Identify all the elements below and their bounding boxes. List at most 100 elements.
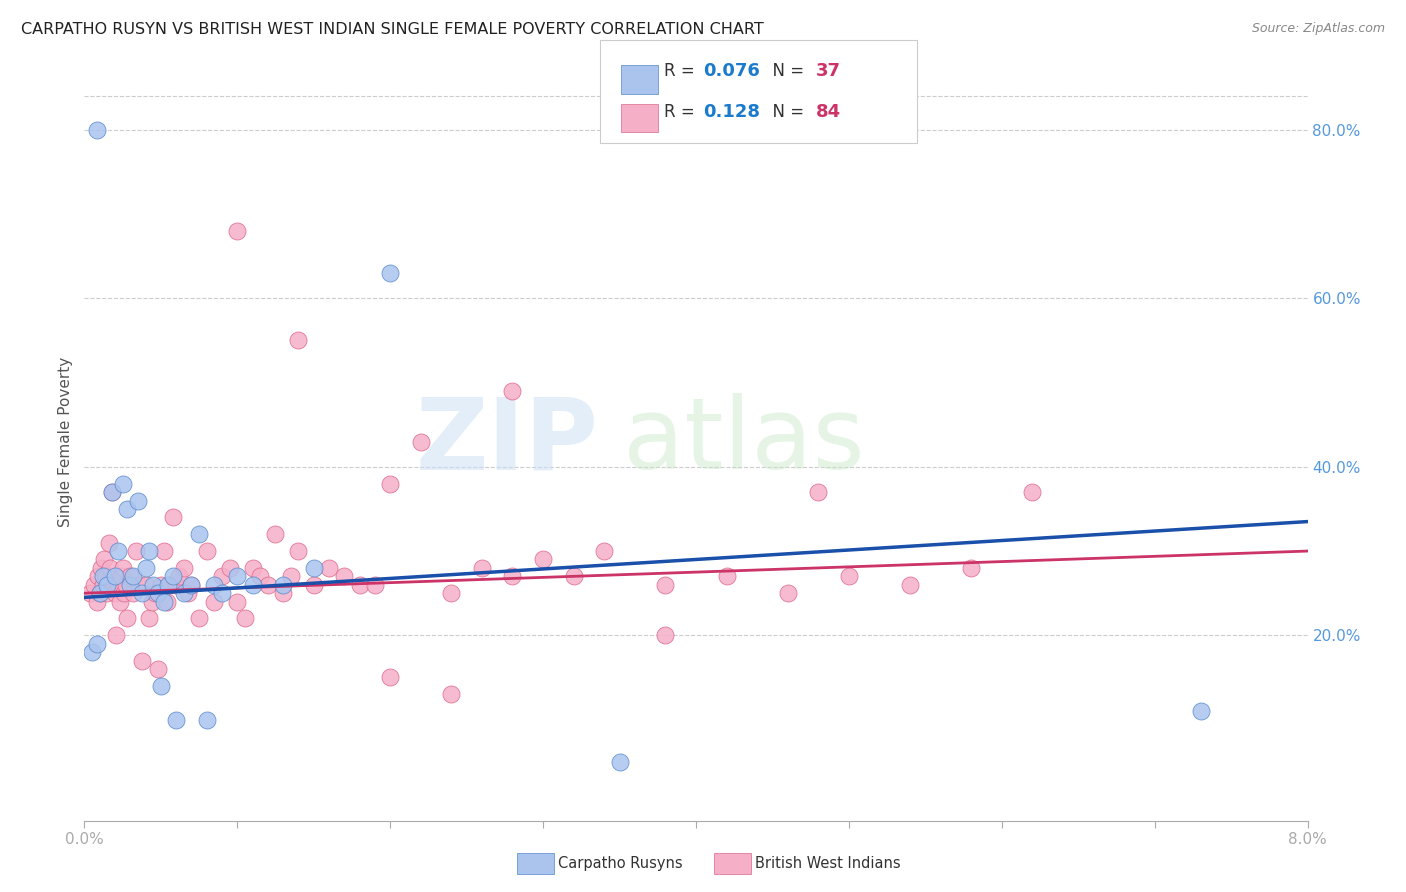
Point (104, 586, 127, 600)
Point (162, 569, 184, 583)
Point (211, 586, 233, 600)
Text: 0.076: 0.076 (703, 62, 759, 79)
Point (593, 544, 616, 558)
Point (143, 586, 166, 600)
Point (105, 628, 128, 642)
Point (838, 569, 860, 583)
Point (609, 755, 631, 769)
Point (83, 578, 105, 592)
Point (471, 561, 494, 575)
Point (80, 645, 103, 659)
Point (531, 552, 554, 566)
Point (716, 569, 738, 583)
Point (960, 561, 983, 575)
Point (111, 476, 134, 491)
Point (409, 434, 432, 449)
Point (162, 510, 184, 524)
Point (98, 561, 121, 575)
Point (333, 569, 356, 583)
Point (440, 687, 463, 701)
Point (115, 502, 138, 516)
Point (146, 586, 169, 600)
Y-axis label: Single Female Poverty: Single Female Poverty (58, 357, 73, 526)
Point (149, 578, 172, 592)
Point (107, 578, 129, 592)
Text: Carpatho Rusyns: Carpatho Rusyns (558, 856, 683, 871)
Point (93, 552, 115, 566)
Point (122, 569, 145, 583)
Point (146, 662, 169, 676)
Point (165, 578, 187, 592)
Point (87, 569, 110, 583)
Point (157, 578, 180, 592)
Point (131, 586, 153, 600)
Point (107, 544, 129, 558)
Point (195, 713, 218, 727)
Point (138, 544, 160, 558)
Text: R =: R = (664, 62, 700, 79)
Text: N =: N = (762, 103, 810, 121)
Text: 84: 84 (815, 103, 841, 121)
Point (440, 586, 463, 600)
Point (103, 578, 125, 592)
Point (257, 578, 280, 592)
Point (249, 569, 271, 583)
Point (127, 493, 149, 508)
Point (114, 578, 136, 592)
Point (180, 578, 202, 592)
Text: British West Indians: British West Indians (755, 856, 901, 871)
Point (302, 578, 325, 592)
Point (96, 586, 118, 600)
Point (318, 561, 340, 575)
Point (91, 578, 114, 592)
Point (135, 578, 157, 592)
Point (202, 578, 225, 592)
Point (233, 611, 256, 625)
Point (380, 476, 402, 491)
Point (135, 561, 157, 575)
Point (364, 578, 387, 592)
Point (97, 535, 120, 549)
Point (302, 561, 325, 575)
Point (111, 561, 134, 575)
Point (271, 578, 294, 592)
Point (280, 569, 302, 583)
Point (89, 586, 111, 600)
Point (195, 544, 218, 558)
Point (122, 586, 145, 600)
Point (112, 586, 135, 600)
Point (271, 586, 294, 600)
Point (264, 527, 287, 541)
Text: R =: R = (664, 103, 700, 121)
Text: 0.128: 0.128 (703, 103, 761, 121)
Point (654, 628, 676, 642)
Point (287, 334, 309, 348)
Point (142, 578, 165, 592)
Point (79, 586, 101, 600)
Text: Source: ZipAtlas.com: Source: ZipAtlas.com (1251, 22, 1385, 36)
Point (502, 384, 524, 398)
Point (90, 561, 112, 575)
Point (101, 485, 124, 500)
Point (101, 485, 124, 500)
Point (898, 578, 921, 592)
Point (211, 569, 233, 583)
Point (115, 611, 138, 625)
Point (153, 544, 176, 558)
Text: ZIP: ZIP (415, 393, 598, 490)
Point (776, 586, 799, 600)
Text: atlas: atlas (623, 393, 865, 490)
Point (173, 586, 195, 600)
Point (141, 594, 163, 608)
Point (104, 569, 127, 583)
Point (380, 266, 402, 280)
Point (153, 594, 176, 608)
Point (218, 561, 240, 575)
Point (349, 578, 371, 592)
Point (226, 594, 249, 608)
Point (654, 578, 676, 592)
Point (149, 679, 172, 693)
Point (226, 569, 249, 583)
Point (202, 594, 225, 608)
Point (138, 611, 160, 625)
